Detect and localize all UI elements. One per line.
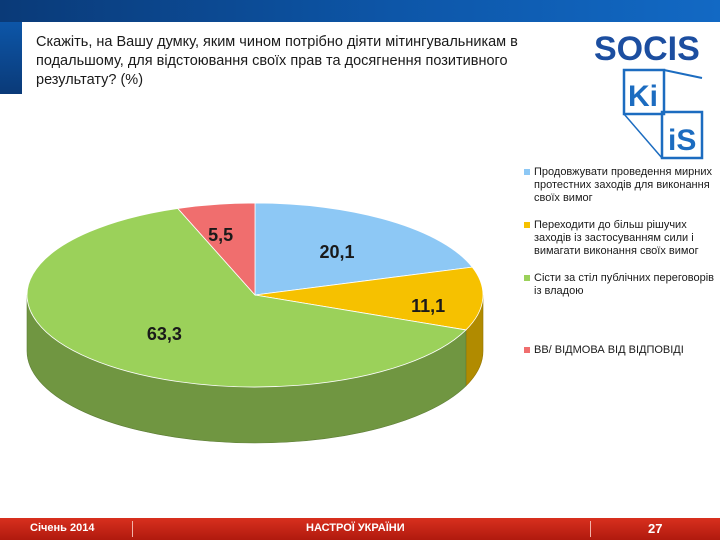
legend-label: Сісти за стіл публічних переговорів із в… [534,272,714,297]
kiis-logo-text-bottom: iS [668,124,696,157]
kiis-logo: Ki iS [622,68,704,160]
legend-label: ВВ/ ВІДМОВА ВІД ВІДПОВІДІ [534,344,684,356]
legend-swatch [524,222,530,228]
pie-value-label-0: 20,1 [320,242,355,262]
chart-legend: Продовжувати проведення мирних протестни… [524,166,714,357]
left-accent-bar [0,22,22,94]
pie-value-label-3: 5,5 [208,225,233,245]
top-bar [0,0,720,22]
pie-slice-1 [254,266,484,331]
legend-label: Переходити до більш рішучих заходів із з… [534,219,699,257]
page-number: 27 [648,521,663,536]
legend-label: Продовжувати проведення мирних протестни… [534,166,713,204]
footer-separator [132,521,133,537]
pie-slice-2 [26,208,467,388]
kiis-logo-text-top: Ki [628,80,658,113]
footer-date: Січень 2014 [30,522,95,534]
question-title: Скажіть, на Вашу думку, яким чином потрі… [36,34,518,88]
footer-title: НАСТРОЇ УКРАЇНИ [306,522,405,534]
pie-chart: 20,1 11,1 63,3 5,5 [26,202,484,444]
footer-bar: Січень 2014 НАСТРОЇ УКРАЇНИ 27 [0,518,720,540]
pie-slice-0 [254,202,474,296]
socis-logo: SOCIS [594,30,700,68]
legend-swatch [524,347,530,353]
legend-item-1: Переходити до більш рішучих заходів із з… [524,219,714,258]
legend-item-3: ВВ/ ВІДМОВА ВІД ВІДПОВІДІ [524,344,714,357]
pie-value-label-1: 11,1 [411,296,445,316]
legend-swatch [524,275,530,281]
legend-item-2: Сісти за стіл публічних переговорів із в… [524,272,714,298]
legend-swatch [524,169,530,175]
footer-separator [590,521,591,537]
pie-value-label-2: 63,3 [147,324,182,344]
socis-logo-text: SOCIS [594,30,700,68]
pie-slice-3 [176,202,256,297]
legend-item-0: Продовжувати проведення мирних протестни… [524,166,714,205]
